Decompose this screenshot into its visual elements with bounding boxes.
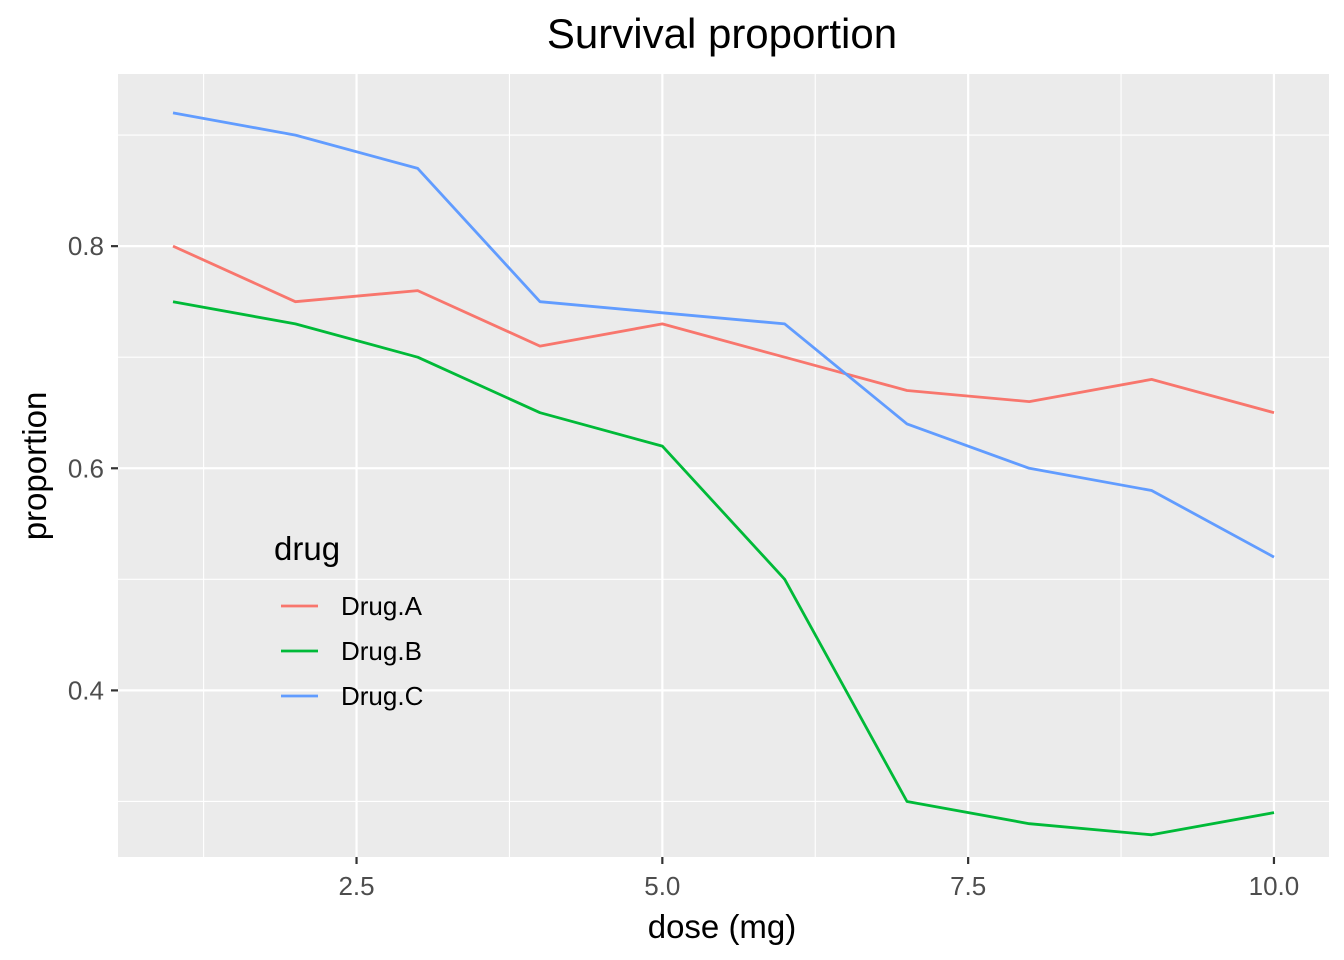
legend-title: drug <box>274 530 340 567</box>
y-axis: 0.4 0.6 0.8 <box>68 231 118 705</box>
legend-items: Drug.A Drug.B Drug.C <box>281 591 423 711</box>
series-lines <box>172 111 1275 837</box>
series-line-drug-b <box>172 300 1275 837</box>
x-tick-label-1: 5.0 <box>644 871 680 901</box>
x-axis: 2.5 5.0 7.5 10.0 <box>338 857 1299 901</box>
x-axis-title: dose (mg) <box>648 908 797 945</box>
grid-minor <box>118 74 1329 857</box>
legend-label-drug-a: Drug.A <box>341 591 423 621</box>
x-tick-label-3: 10.0 <box>1249 871 1300 901</box>
y-tick-label-2: 0.8 <box>68 231 104 261</box>
legend-label-drug-c: Drug.C <box>341 681 423 711</box>
legend-label-drug-b: Drug.B <box>341 636 422 666</box>
x-tick-label-0: 2.5 <box>338 871 374 901</box>
plot-panel <box>118 74 1329 857</box>
legend: drug Drug.A Drug.B Drug.C <box>274 530 423 711</box>
y-axis-title: proportion <box>16 392 53 541</box>
grid-major <box>118 74 1329 857</box>
y-tick-label-1: 0.6 <box>68 453 104 483</box>
series-line-drug-c <box>172 111 1275 559</box>
x-tick-label-2: 7.5 <box>950 871 986 901</box>
chart-title: Survival proportion <box>547 10 897 57</box>
y-tick-label-0: 0.4 <box>68 675 104 705</box>
series-line-drug-a <box>172 244 1275 415</box>
